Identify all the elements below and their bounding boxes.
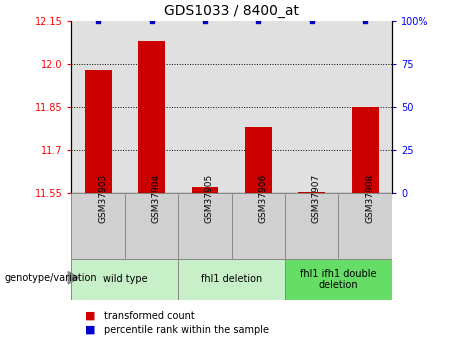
- Polygon shape: [68, 272, 78, 284]
- Bar: [298, 192, 325, 193]
- Bar: [231, 193, 285, 259]
- Bar: [85, 70, 112, 193]
- Text: GSM37907: GSM37907: [312, 174, 321, 223]
- Bar: [71, 193, 125, 259]
- Bar: [125, 193, 178, 259]
- Title: GDS1033 / 8400_at: GDS1033 / 8400_at: [164, 4, 299, 18]
- Bar: [285, 259, 392, 300]
- Bar: [71, 259, 178, 300]
- Bar: [245, 127, 272, 193]
- Text: ■: ■: [85, 311, 96, 321]
- Text: GSM37905: GSM37905: [205, 174, 214, 223]
- Text: fhl1 ifh1 double
deletion: fhl1 ifh1 double deletion: [300, 269, 377, 290]
- Text: genotype/variation: genotype/variation: [5, 273, 97, 283]
- Text: wild type: wild type: [102, 275, 147, 284]
- Text: GSM37908: GSM37908: [365, 174, 374, 223]
- Bar: [192, 187, 219, 193]
- Text: transformed count: transformed count: [104, 312, 195, 321]
- Text: GSM37903: GSM37903: [98, 174, 107, 223]
- Bar: [285, 193, 338, 259]
- Text: fhl1 deletion: fhl1 deletion: [201, 275, 262, 284]
- Text: GSM37906: GSM37906: [258, 174, 267, 223]
- Text: GSM37904: GSM37904: [152, 174, 160, 223]
- Bar: [178, 259, 285, 300]
- Text: percentile rank within the sample: percentile rank within the sample: [104, 325, 269, 335]
- Bar: [138, 41, 165, 193]
- Text: ■: ■: [85, 325, 96, 334]
- Bar: [338, 193, 392, 259]
- Bar: [352, 107, 378, 193]
- Bar: [178, 193, 231, 259]
